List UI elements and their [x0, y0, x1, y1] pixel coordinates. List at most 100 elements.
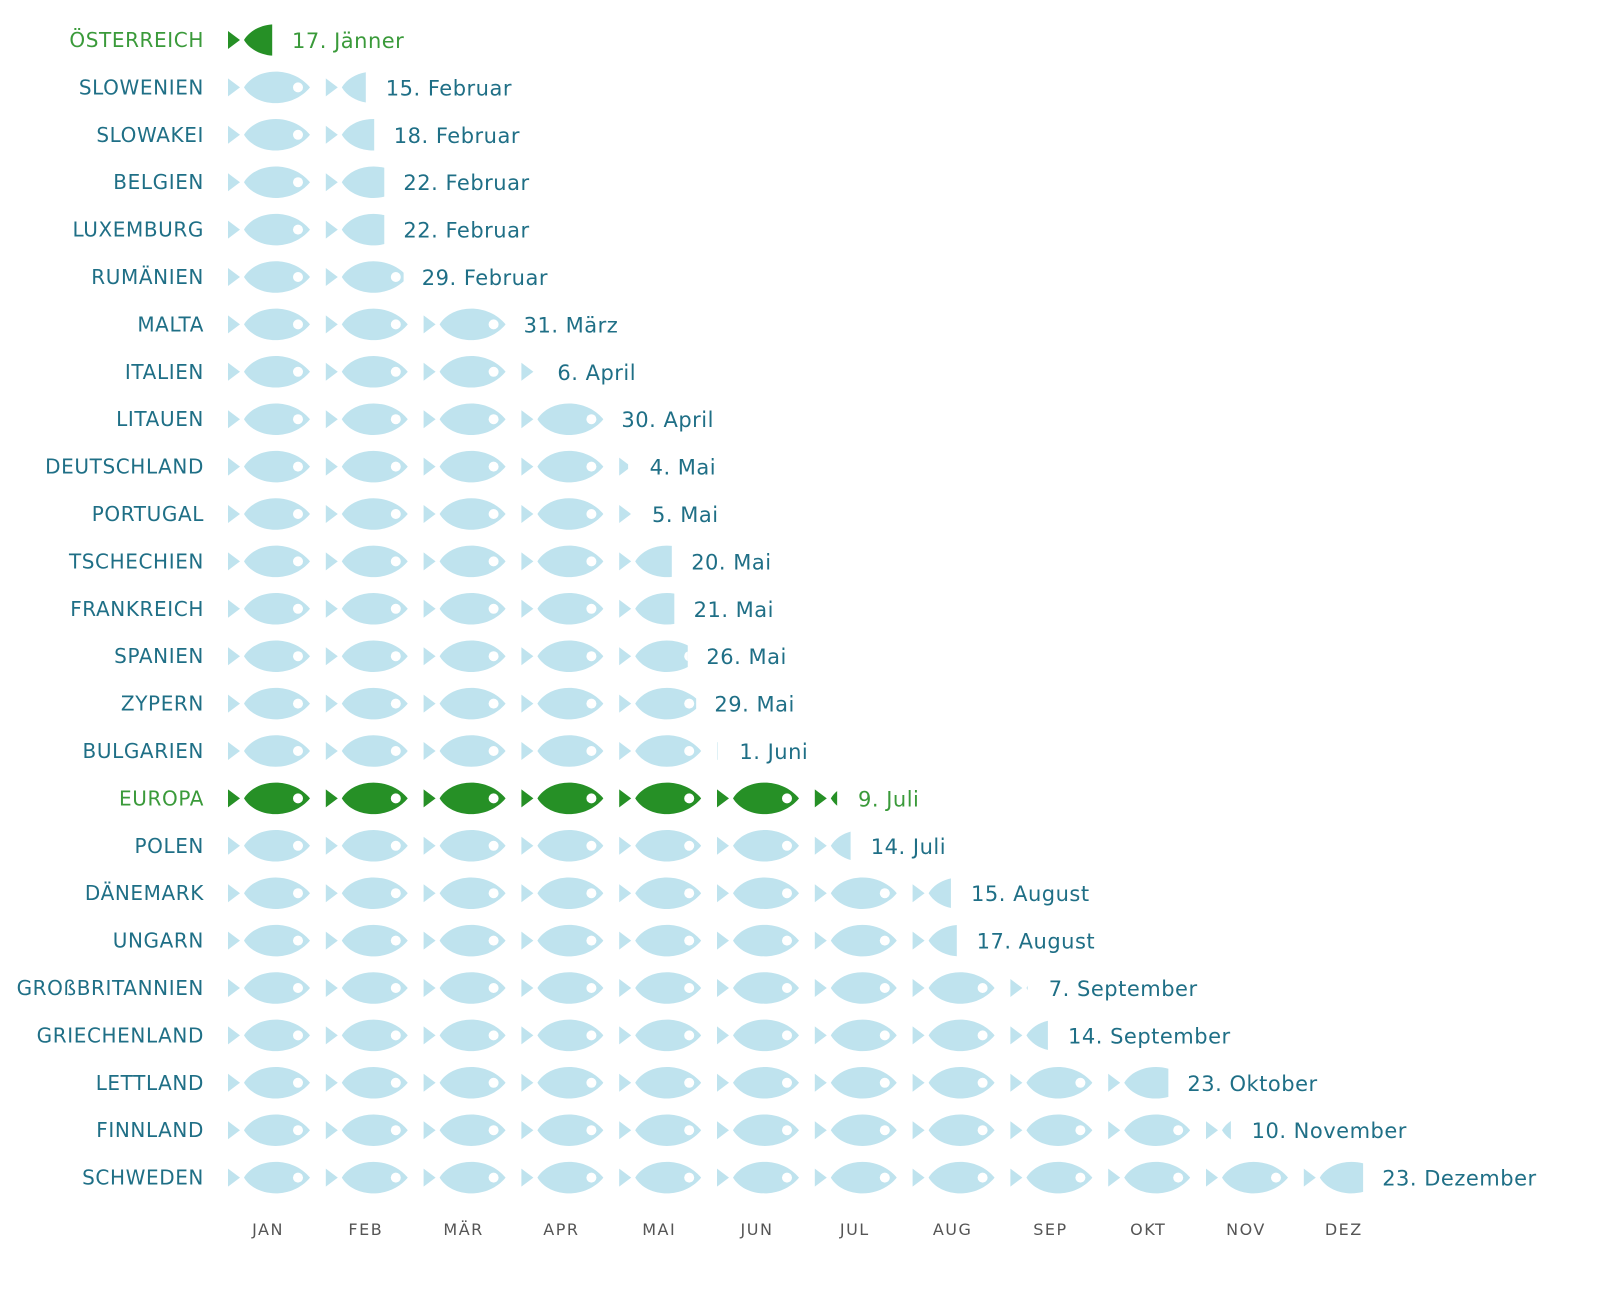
fish-mark [325, 593, 408, 625]
month-tick-label: JAN [251, 1220, 284, 1239]
fish-mark [228, 166, 310, 198]
fish-mark [325, 498, 408, 530]
chart-row: RUMÄNIEN 29. Februar [91, 261, 548, 293]
chart-row: EUROPA 9. Juli [119, 782, 919, 815]
fish-mark [912, 1067, 995, 1099]
fish-mark [912, 1019, 995, 1052]
fish-mark [423, 403, 506, 435]
fish-mark [228, 403, 310, 435]
chart-row: POLEN 14. Juli [134, 830, 946, 862]
fish-mark [521, 924, 604, 957]
fish-mark [325, 356, 408, 388]
fish-mark [912, 925, 957, 957]
fish-mark [1010, 1067, 1093, 1099]
fish-mark [521, 1114, 604, 1146]
fish-mark [619, 1019, 702, 1052]
country-label: LETTLAND [96, 1071, 204, 1095]
fish-mark [619, 924, 702, 957]
date-label: 21. Mai [694, 598, 774, 622]
chart-row: SCHWEDEN 23. Dezember [82, 1161, 1536, 1194]
chart-row: DEUTSCHLAND 4. Mai [45, 450, 716, 483]
fish-mark [1108, 1114, 1191, 1146]
fish-mark [228, 119, 310, 151]
fish-mark [423, 498, 506, 530]
fish-mark [325, 1019, 408, 1052]
month-tick-label: AUG [933, 1220, 973, 1239]
fish-mark [521, 362, 534, 381]
fish-mark [325, 735, 408, 767]
fish-mark [228, 545, 310, 578]
country-label: SLOWENIEN [79, 75, 204, 99]
fish-mark [619, 457, 629, 476]
chart-row: ZYPERN 29. Mai [121, 687, 794, 720]
fish-mark [912, 878, 951, 908]
fish-mark [912, 1161, 995, 1194]
country-label: ÖSTERREICH [69, 28, 204, 52]
country-label: GRIECHENLAND [37, 1023, 204, 1047]
fish-mark [325, 166, 385, 198]
date-label: 18. Februar [394, 124, 520, 148]
date-label: 1. Juni [739, 740, 808, 764]
fish-mark [325, 450, 408, 483]
month-tick-label: NOV [1226, 1220, 1266, 1239]
fish-mark [619, 1161, 702, 1194]
fish-mark [521, 830, 604, 862]
fish-mark [228, 71, 310, 104]
fish-mark [619, 735, 702, 767]
fish-mark [325, 1114, 408, 1146]
chart-row: FRANKREICH 21. Mai [70, 593, 774, 625]
fish-mark [1010, 1114, 1093, 1146]
fish-mark [325, 119, 375, 151]
fish-mark [325, 640, 408, 672]
chart-row: LITAUEN 30. April [116, 403, 713, 435]
fish-mark [423, 924, 506, 957]
country-label: LUXEMBURG [72, 218, 204, 242]
fish-mark [228, 1019, 310, 1052]
fish-mark [423, 687, 506, 720]
fish-mark [325, 1067, 408, 1099]
fish-mark [1010, 1161, 1093, 1194]
fish-mark [423, 877, 506, 909]
country-label: DEUTSCHLAND [45, 455, 204, 479]
country-label: DÄNEMARK [85, 881, 204, 905]
fish-mark [325, 972, 408, 1004]
country-label: UNGARN [113, 929, 204, 953]
fish-mark [814, 831, 851, 860]
fish-mark [228, 1067, 310, 1099]
fish-mark [814, 1019, 897, 1052]
fish-mark [521, 1161, 604, 1194]
fish-mark [228, 1114, 310, 1146]
chart-row: BELGIEN 22. Februar [113, 166, 529, 198]
fish-mark [912, 972, 995, 1004]
fish-mark [325, 545, 408, 578]
date-label: 7. September [1049, 977, 1198, 1001]
fish-mark [1108, 1067, 1169, 1099]
chart-row: LETTLAND 23. Oktober [96, 1067, 1317, 1099]
fish-mark [717, 830, 799, 862]
fish-mark [717, 972, 799, 1004]
country-label: LITAUEN [116, 407, 204, 431]
fish-mark [619, 877, 702, 909]
fish-mark [228, 213, 310, 246]
fish-mark [521, 735, 604, 767]
chart-row: GROßBRITANNIEN 7. September [17, 972, 1198, 1004]
country-label: SLOWAKEI [96, 123, 204, 147]
fish-mark [619, 545, 672, 578]
fish-mark [521, 1019, 604, 1052]
country-label: BULGARIEN [83, 739, 204, 763]
fish-mark [325, 877, 408, 909]
fish-mark [717, 877, 799, 909]
fish-mark [1010, 979, 1028, 997]
fish-mark [228, 1161, 310, 1194]
fish-mark [619, 1067, 702, 1099]
fish-mark [423, 640, 506, 672]
country-label: FRANKREICH [70, 597, 204, 621]
fish-mark [717, 1067, 799, 1099]
fish-mark [228, 640, 310, 672]
fish-mark [325, 687, 408, 720]
fish-mark [423, 356, 506, 388]
date-label: 6. April [557, 361, 636, 385]
fish-mark [814, 972, 897, 1004]
chart-row: ITALIEN 6. April [125, 356, 636, 388]
month-tick-label: MAI [642, 1220, 676, 1239]
